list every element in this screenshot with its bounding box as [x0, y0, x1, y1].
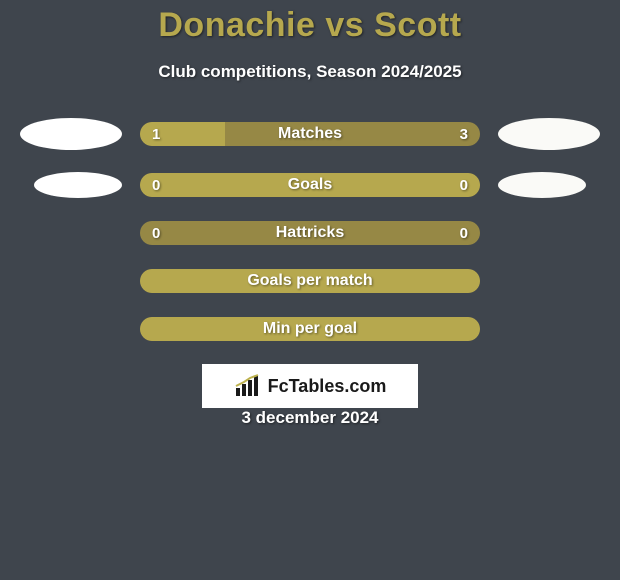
stat-bar: Goals per match — [140, 269, 480, 293]
comparison-widget: Donachie vs Scott Club competitions, Seas… — [0, 0, 620, 580]
stat-bar: Matches1 3 — [140, 122, 480, 146]
stat-bar-value-p2: 0 — [460, 173, 468, 197]
stat-row: Hattricks0 0 — [0, 220, 620, 246]
branding-badge[interactable]: FcTables.com — [202, 364, 418, 408]
stat-bar-label: Goals — [140, 173, 480, 197]
stat-bar-value-p1: 0 — [152, 173, 160, 197]
page-title: Donachie vs Scott — [0, 6, 620, 45]
stat-row: Goals0 0 — [0, 172, 620, 198]
stat-bar-label: Goals per match — [140, 269, 480, 293]
player1-oval — [34, 172, 122, 198]
stat-bar-label: Min per goal — [140, 317, 480, 341]
player2-oval — [498, 118, 600, 150]
player2-oval — [498, 172, 586, 198]
stat-bar: Goals0 0 — [140, 173, 480, 197]
stat-bar-label: Matches — [140, 122, 480, 146]
branding-text: FcTables.com — [268, 376, 387, 397]
bar-chart-icon — [234, 374, 262, 398]
stat-bar-value-p2: 3 — [460, 122, 468, 146]
stat-row: Matches1 3 — [0, 118, 620, 150]
stat-rows: Matches13Goals00Hattricks00Goals per mat… — [0, 118, 620, 342]
stat-bar-value-p1: 1 — [152, 122, 160, 146]
page-subtitle: Club competitions, Season 2024/2025 — [0, 62, 620, 82]
stat-bar: Min per goal — [140, 317, 480, 341]
stat-row: Min per goal — [0, 316, 620, 342]
stat-bar: Hattricks0 0 — [140, 221, 480, 245]
stat-bar-value-p1: 0 — [152, 221, 160, 245]
stat-bar-value-p2: 0 — [460, 221, 468, 245]
player1-oval — [20, 118, 122, 150]
timestamp: 3 december 2024 — [0, 408, 620, 428]
stat-row: Goals per match — [0, 268, 620, 294]
stat-bar-label: Hattricks — [140, 221, 480, 245]
